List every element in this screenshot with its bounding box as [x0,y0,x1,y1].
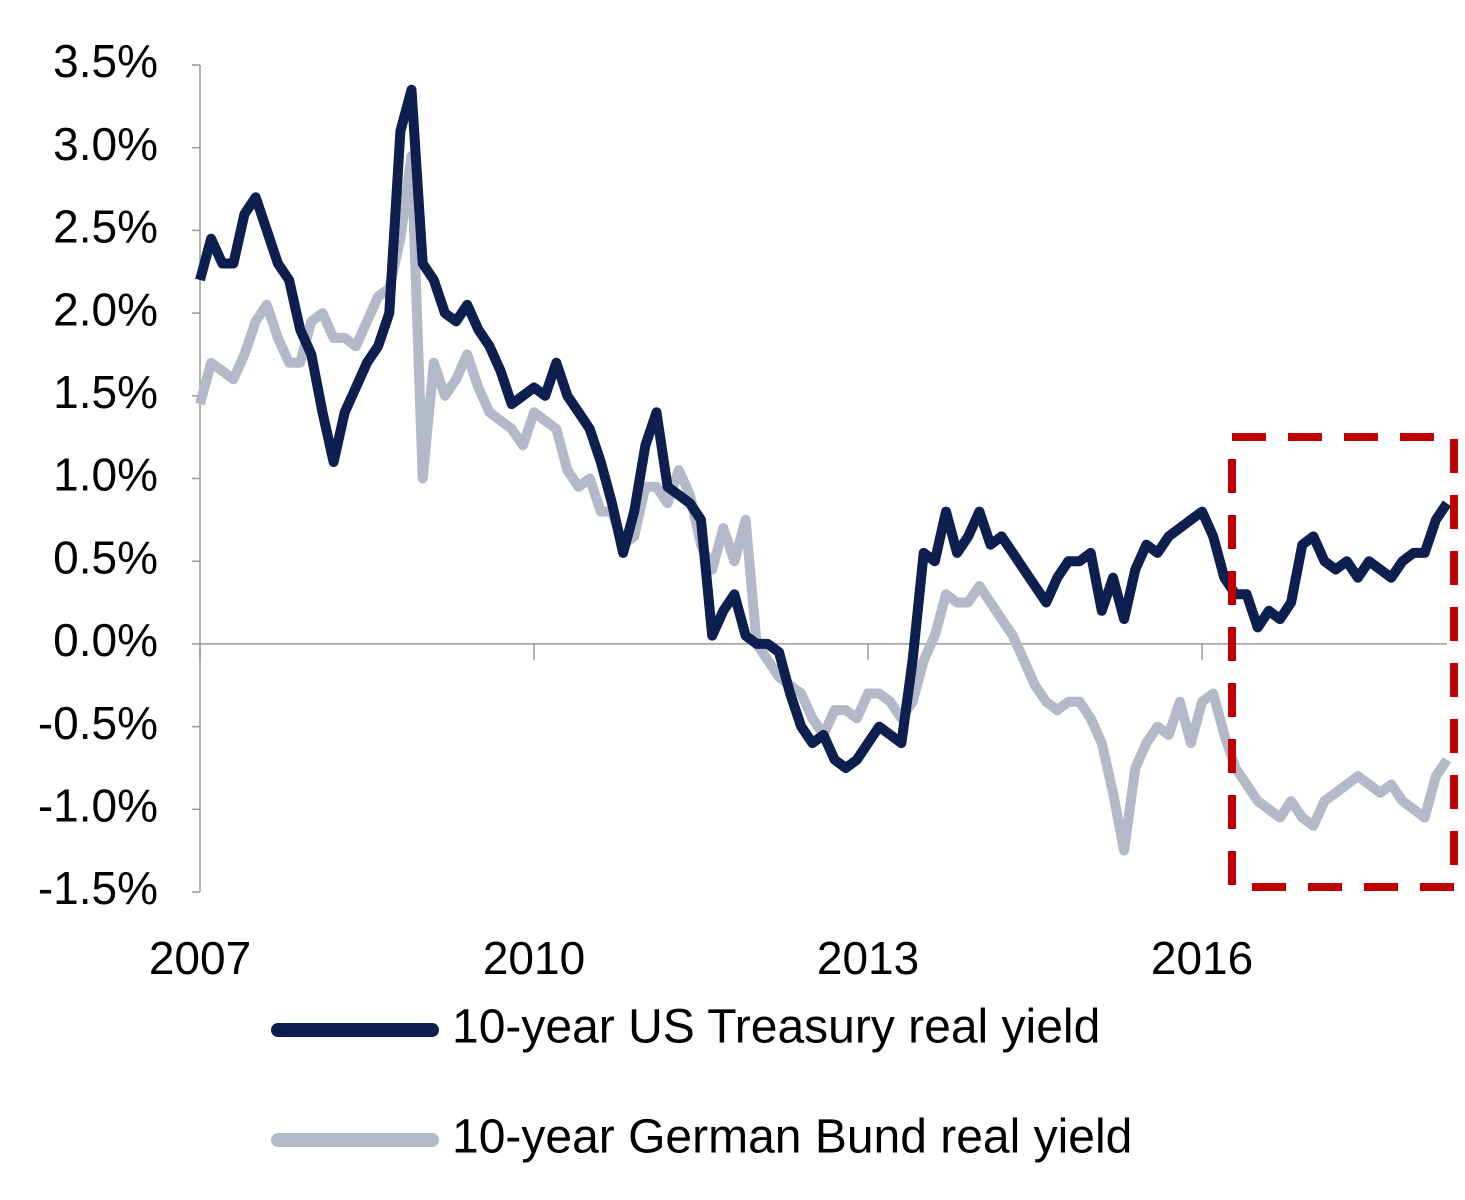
legend-label: 10-year US Treasury real yield [452,1001,1100,1054]
series-line [195,84,1452,773]
x-tick-label: 2010 [483,932,585,984]
y-tick-label: -1.0% [38,779,158,831]
x-tick-label: 2013 [817,932,919,984]
y-tick-label: 2.0% [53,283,158,335]
y-tick-label: -1.5% [38,862,158,914]
legend-label: 10-year German Bund real yield [452,1111,1132,1164]
x-tick-label: 2007 [149,932,251,984]
y-tick-label: 1.5% [53,366,158,418]
y-tick-label: 0.0% [53,614,158,666]
x-tick-label: 2016 [1151,932,1253,984]
y-tick-label: 3.5% [53,35,158,87]
y-tick-label: 1.0% [53,449,158,501]
y-tick-label: 2.5% [53,201,158,253]
y-tick-label: -0.5% [38,697,158,749]
y-tick-label: 0.5% [53,531,158,583]
y-tick-label: 3.0% [53,118,158,170]
